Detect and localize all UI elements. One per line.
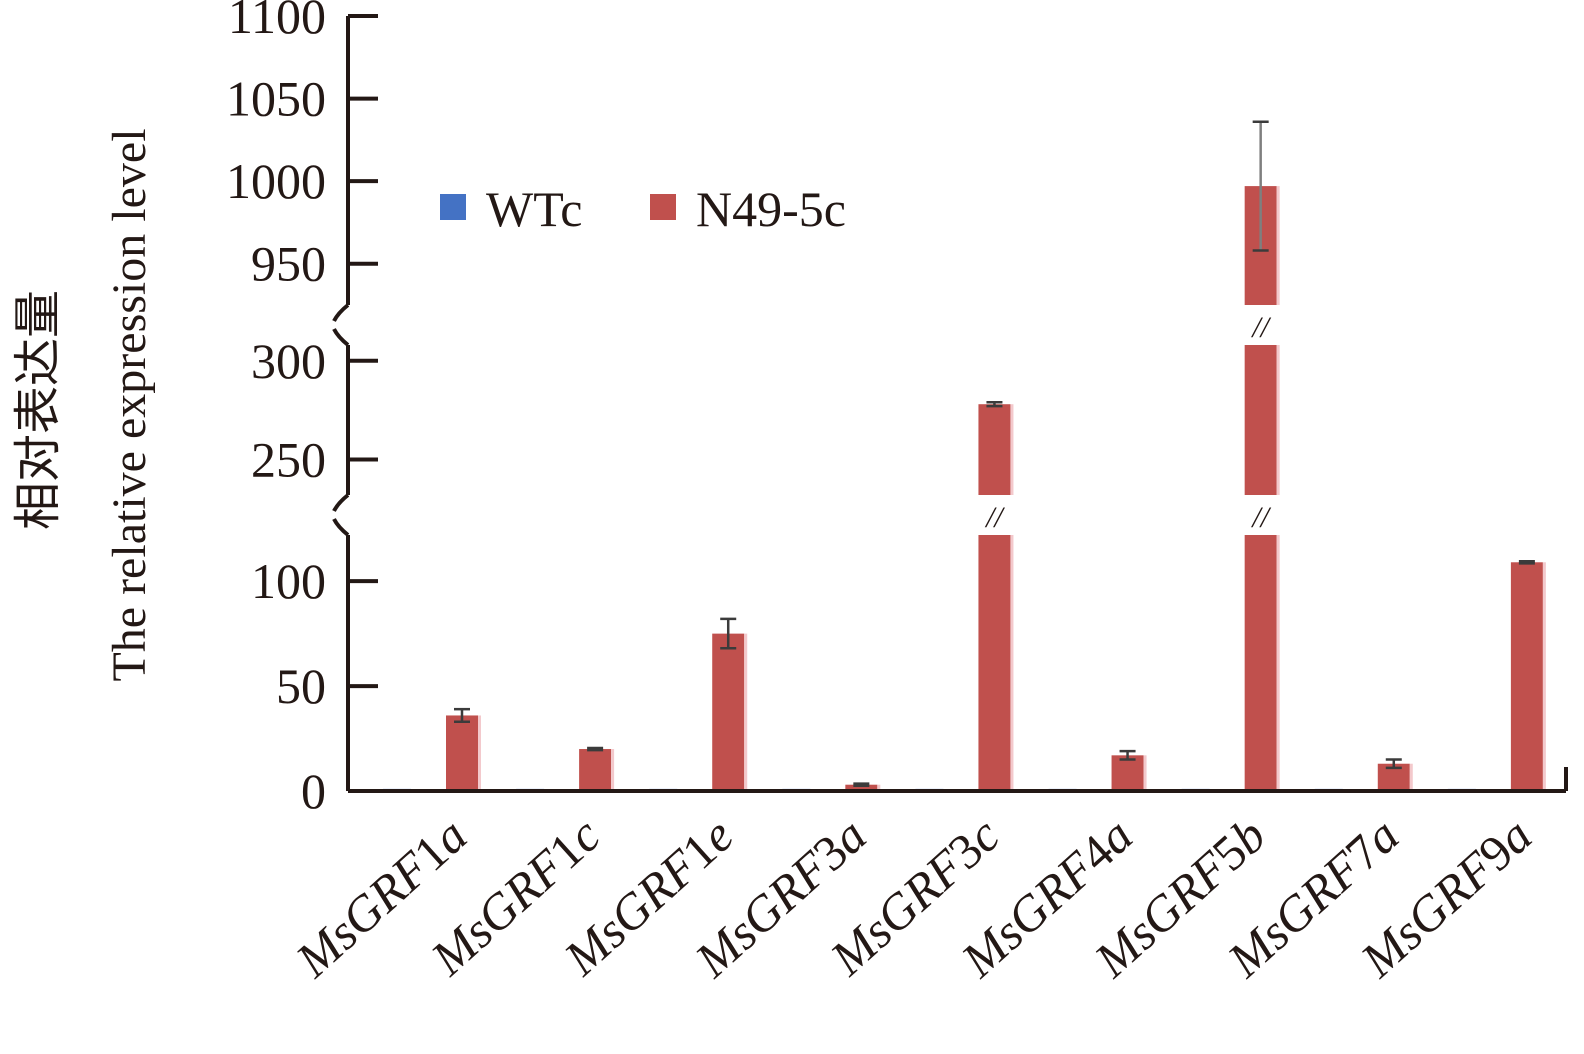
y-axis-label: The relative expression level: [103, 128, 156, 681]
y-tick-label: 100: [251, 553, 326, 609]
y-tick-label: 1100: [228, 0, 326, 44]
axis-break-mark: [332, 493, 350, 512]
y-tick-label: 300: [251, 333, 326, 389]
legend-label: N49-5c: [696, 181, 846, 237]
bar-n49-5c: [446, 715, 478, 791]
bar-shadow: [877, 784, 881, 791]
bar-shadow: [611, 749, 615, 791]
legend-swatch: [650, 194, 676, 220]
y-axis: 0 50 100 250 300 950 1000 1050 1100: [226, 0, 378, 819]
bar-shadow: [744, 633, 748, 791]
plot-area: // // //: [383, 120, 1546, 791]
bar-n49-5c: [978, 404, 1011, 495]
bar-n49-5c: [1111, 755, 1144, 791]
bar-break-mark: //: [984, 501, 1005, 534]
bar-shadow: [1276, 186, 1280, 305]
bar-n49-5c: [1510, 562, 1543, 791]
x-axis: MsGRF1aMsGRF1cMsGRF1eMsGRF3aMsGRF3cMsGRF…: [284, 767, 1568, 988]
bar-shadow: [1276, 345, 1280, 495]
bar-n49-5c: [1244, 345, 1277, 495]
bar-n49-5c: [978, 535, 1011, 791]
bar-break-mark: //: [1250, 501, 1271, 534]
y-tick-label: 0: [301, 763, 326, 819]
bar-shadow: [1542, 562, 1546, 791]
axis-break-mark: [332, 328, 350, 347]
legend-swatch: [440, 194, 466, 220]
y-tick-label: 250: [251, 431, 326, 487]
axis-break-mark: [332, 518, 350, 537]
bar-break-mark: //: [1250, 311, 1271, 344]
legend: WTc N49-5c: [440, 181, 846, 237]
bar-shadow: [1276, 535, 1280, 791]
bar-n49-5c: [1244, 535, 1277, 791]
legend-label: WTc: [486, 181, 582, 237]
y-tick-label: 1000: [226, 153, 326, 209]
bar-n49-5c: [579, 749, 612, 791]
axis-break-mark: [332, 303, 350, 322]
bar-n49-5c: [712, 633, 745, 791]
y-axis-label-chinese: 相对表达量: [10, 290, 66, 530]
bar-shadow: [1409, 763, 1413, 791]
y-tick-label: 50: [276, 658, 326, 714]
bar-shadow: [1143, 755, 1147, 791]
bar-shadow: [1010, 404, 1014, 495]
bar-n49-5c: [845, 784, 878, 791]
bar-shadow: [478, 715, 481, 791]
bar-shadow: [1010, 535, 1014, 791]
y-tick-label: 1050: [226, 71, 326, 127]
y-tick-label: 950: [251, 236, 326, 292]
